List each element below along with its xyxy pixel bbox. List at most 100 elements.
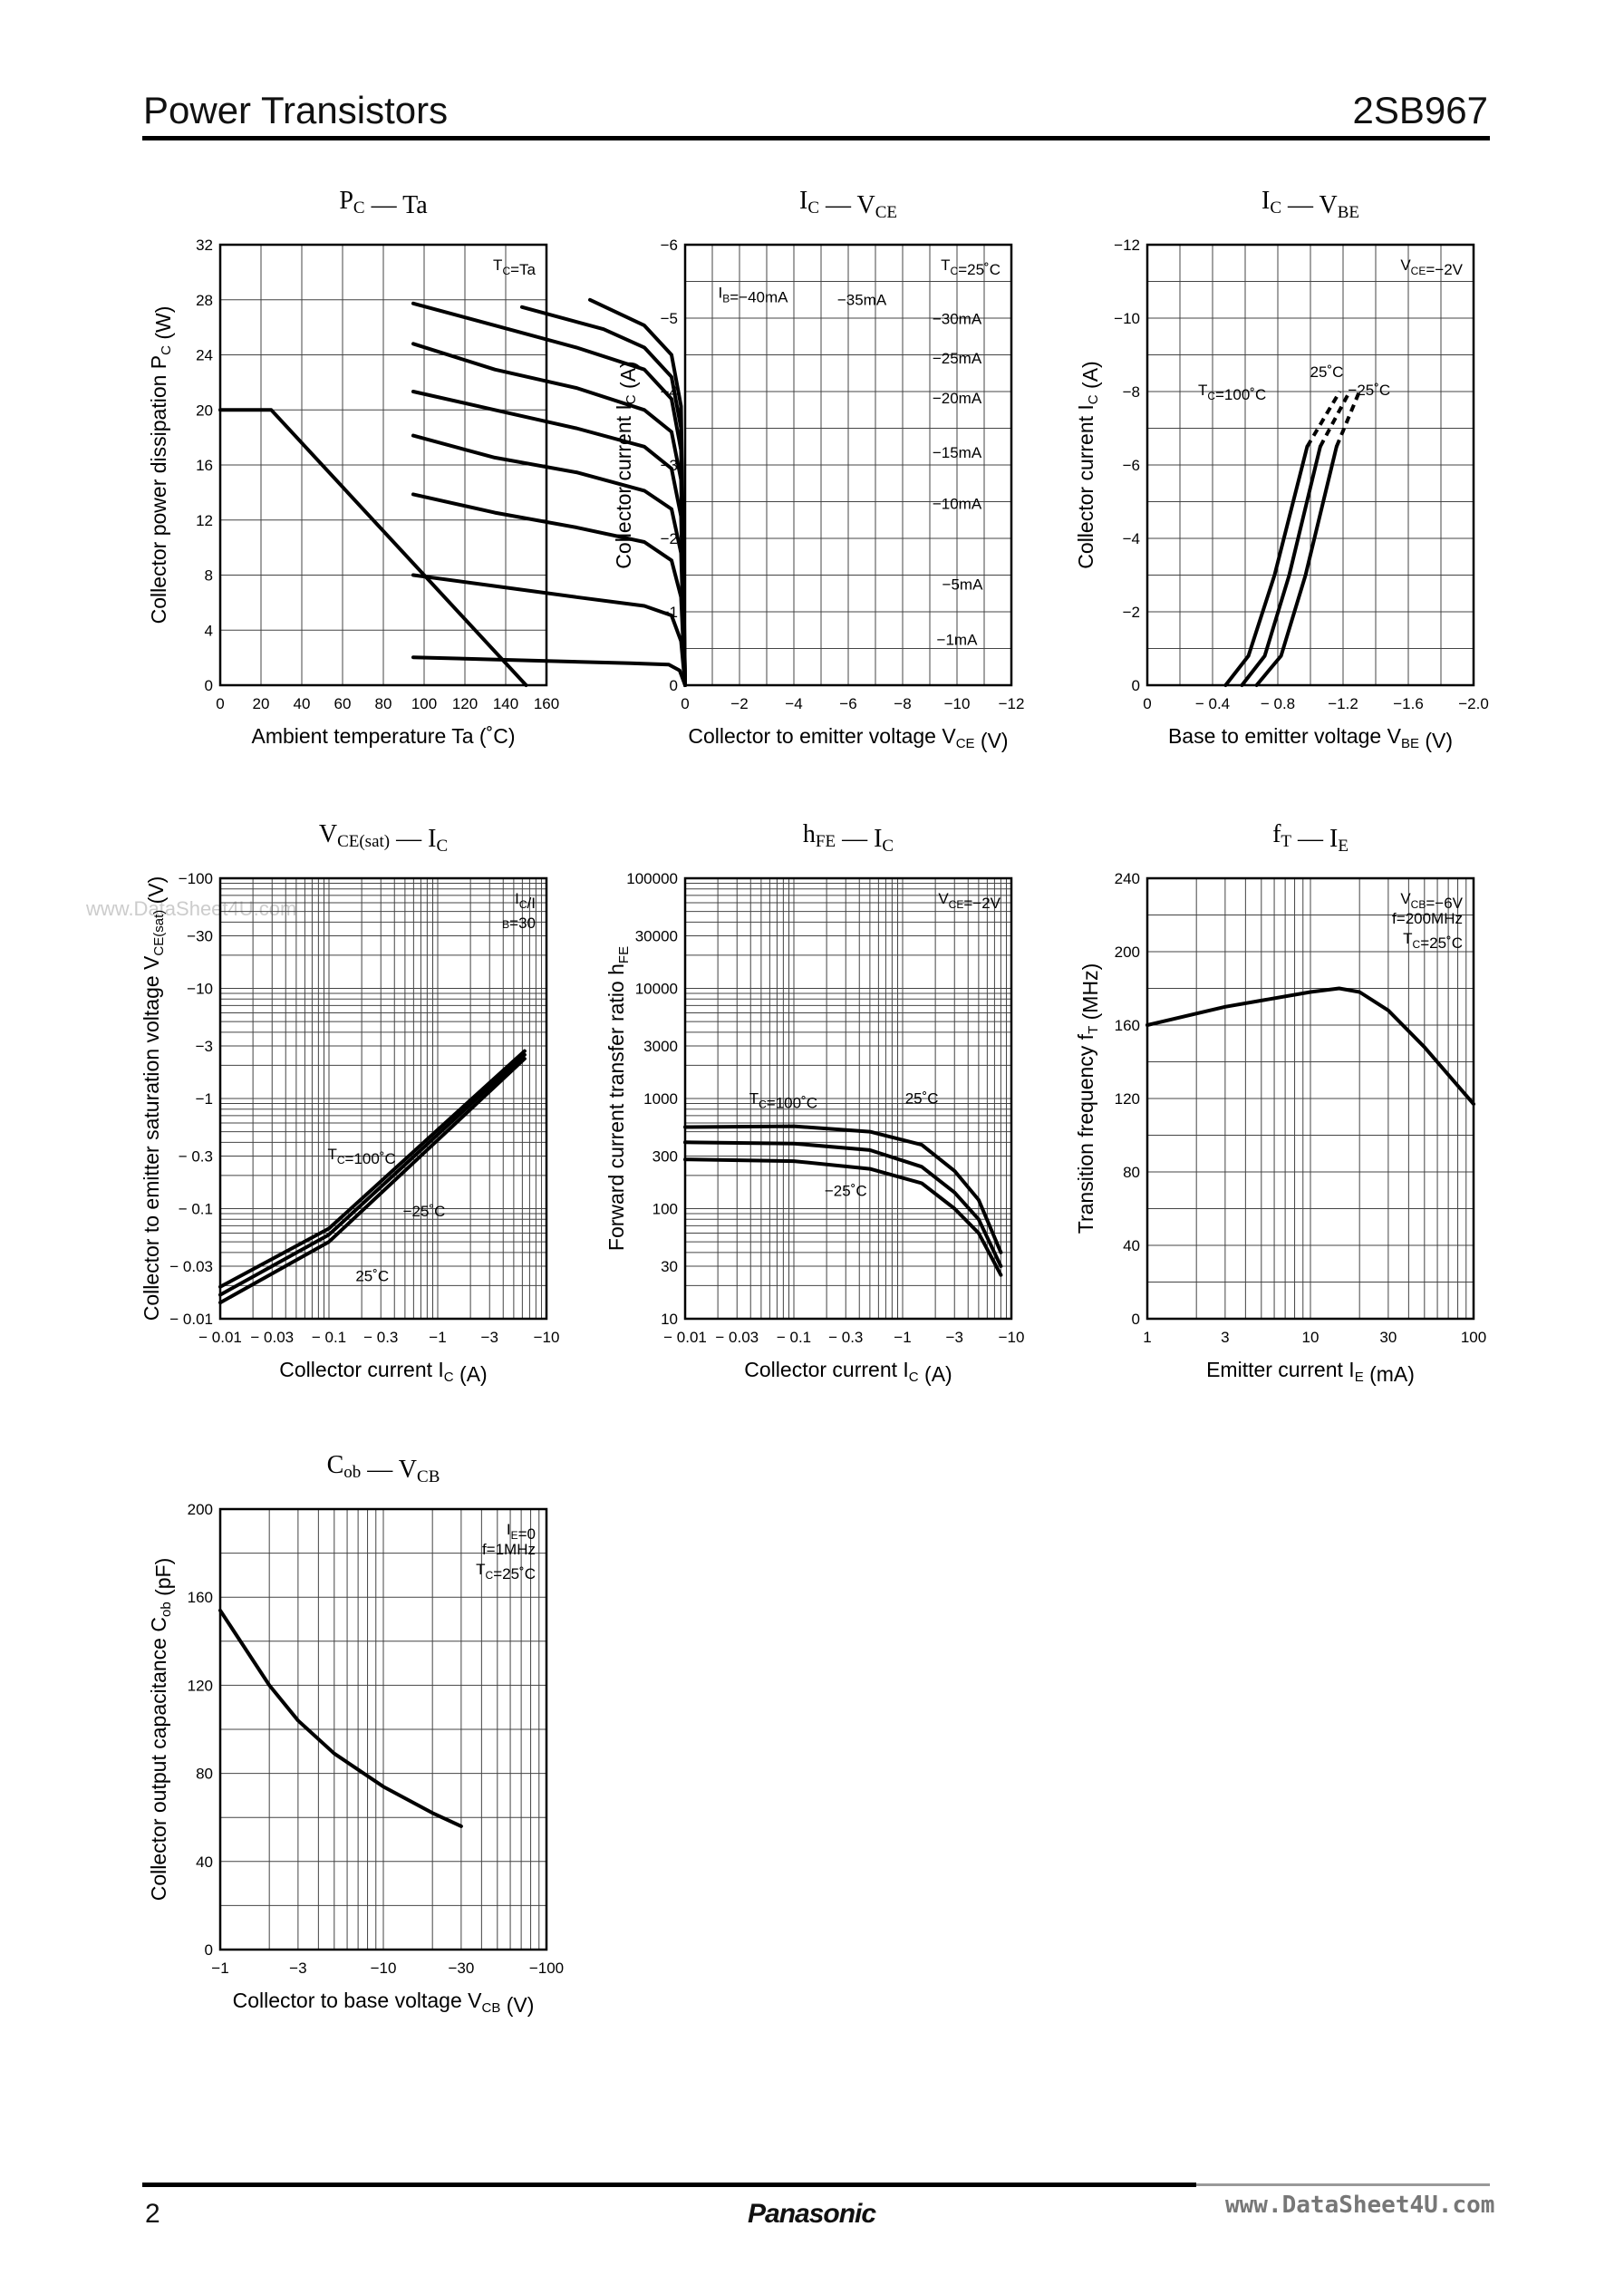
condition-text: f=1MHz (482, 1541, 536, 1558)
subscript: C (1086, 394, 1101, 404)
series-label: −25˚C (403, 1203, 446, 1220)
x-tick-label: −3 (946, 1329, 963, 1346)
text-part: (V) (144, 876, 168, 910)
x-tick-label: −2 (730, 695, 748, 712)
text-part: T (749, 1090, 759, 1108)
text-part: −25˚C (1348, 382, 1390, 399)
text-part: Transition frequency (1074, 1040, 1097, 1234)
footer-url[interactable]: www.DataSheet4U.com (1225, 2192, 1495, 2219)
subscript: C (436, 837, 448, 856)
text-part: =100˚C (345, 1150, 396, 1167)
condition-text: f=200MHz (1392, 910, 1463, 927)
x-tick-label: −10 (371, 1960, 397, 1977)
y-tick-label: 10000 (635, 981, 678, 998)
footer-rule (142, 2183, 1196, 2187)
chart-title: VCE(sat) — IC (319, 820, 448, 856)
y-tick-label: 1000 (643, 1090, 678, 1108)
x-tick-label: −1.6 (1393, 695, 1424, 712)
text-part: (pF) (151, 1558, 175, 1602)
text-part: T (327, 1146, 336, 1163)
y-tick-label: −4 (1123, 530, 1140, 547)
y-tick-label: − 0.3 (179, 1148, 213, 1166)
text-part: (MHz) (1078, 963, 1102, 1026)
header-title: Power Transistors (143, 89, 449, 131)
series-line (588, 297, 687, 687)
text-part: Collector to base voltage (233, 1989, 469, 2012)
series-line (1240, 444, 1322, 687)
x-tick-label: − 0.3 (363, 1329, 398, 1346)
text-part: P (339, 187, 353, 215)
series-line (1254, 444, 1339, 687)
y-tick-label: 32 (196, 237, 213, 254)
series-label: TC=100˚C (1198, 382, 1266, 403)
series-line (218, 1049, 527, 1289)
x-tick-label: −1.2 (1328, 695, 1358, 712)
series-label: −15mA (933, 444, 982, 461)
subscript: CE(sat) (151, 910, 167, 956)
subscript: BE (1338, 203, 1359, 222)
text-part: (V) (500, 1993, 534, 2017)
x-tick-label: −12 (999, 695, 1025, 712)
condition-text: TC=25˚C (941, 257, 1000, 278)
brand-logo: Panasonic (748, 2199, 876, 2229)
subscript: C (159, 345, 174, 355)
subscript: C (1270, 198, 1281, 218)
x-tick-label: − 0.8 (1261, 695, 1295, 712)
text-part: Collector current (279, 1358, 438, 1381)
series-label: −20mA (933, 390, 982, 407)
condition-text: IE=0 (507, 1521, 536, 1543)
subscript: E (511, 1529, 518, 1542)
condition-text: IC/I (515, 890, 536, 912)
series-line-dashed (1334, 391, 1361, 448)
text-part: 25˚C (355, 1267, 389, 1284)
x-axis-label: Collector to emitter voltage VCE (V) (688, 724, 1008, 752)
series-label: IB=−40mA (718, 284, 788, 305)
x-tick-label: 80 (375, 695, 392, 712)
text-part: V (938, 890, 949, 907)
text-part: (V) (975, 729, 1009, 752)
text-part: −15mA (933, 444, 982, 461)
plot-frame (218, 243, 548, 687)
subscript: CB (1411, 898, 1426, 911)
y-tick-label: 160 (188, 1589, 213, 1606)
subscript: C (353, 198, 365, 218)
y-tick-label: 120 (1115, 1090, 1140, 1108)
y-axis-label: Forward current transfer ratio hFE (604, 946, 632, 1251)
series-line (411, 342, 687, 687)
y-tick-label: 0 (205, 677, 213, 694)
series-line (683, 1124, 1003, 1254)
subscript: T (1086, 1026, 1101, 1034)
text-part: =25˚C (493, 1565, 536, 1583)
text-part: I (1074, 404, 1097, 410)
text-part: =30 (509, 915, 536, 932)
x-tick-label: 20 (253, 695, 270, 712)
series-line (1146, 986, 1475, 1107)
text-part: — V (1281, 191, 1338, 219)
x-axis-label: Collector current IC (A) (279, 1358, 487, 1386)
text-part: =25˚C (958, 261, 1000, 278)
subscript: FE (816, 832, 836, 851)
x-tick-label: −3 (481, 1329, 498, 1346)
x-tick-label: −1 (211, 1960, 228, 1977)
text-part: I (718, 284, 722, 301)
x-tick-label: 100 (1461, 1329, 1486, 1346)
condition-text: VCB=−6V (1400, 890, 1463, 912)
series-label: 25˚C (1310, 363, 1344, 381)
x-tick-label: 1 (1143, 1329, 1151, 1346)
text-part: V (1400, 890, 1411, 907)
x-tick-label: −30 (448, 1960, 474, 1977)
text-part: =−6V (1426, 895, 1463, 912)
x-tick-label: −1 (894, 1329, 911, 1346)
plot-frame (218, 1507, 548, 1951)
text-part: −25˚C (825, 1183, 867, 1200)
subscript: C (909, 1370, 919, 1385)
text-part: −5mA (942, 576, 984, 594)
y-tick-label: 40 (196, 1854, 213, 1871)
y-axis-label: Collector power dissipation PC (W) (147, 306, 175, 624)
x-tick-label: −6 (839, 695, 856, 712)
series-label: TC=100˚C (327, 1146, 395, 1167)
y-tick-label: − 0.03 (169, 1258, 213, 1275)
